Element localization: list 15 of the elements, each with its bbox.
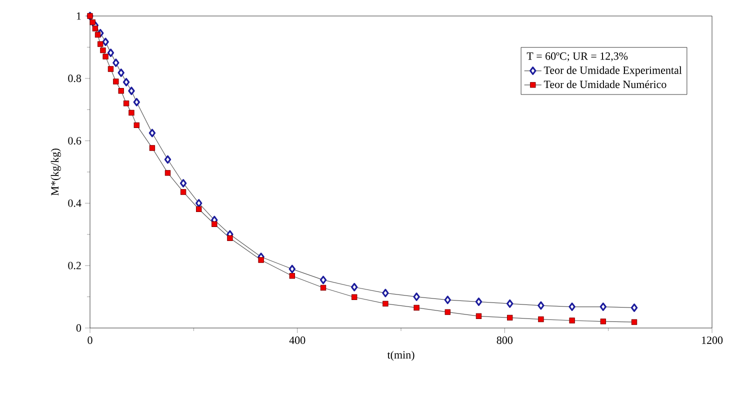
x-tick-label: 0 — [88, 336, 92, 344]
y-tick-label: 0.8 — [68, 74, 82, 82]
y-tick-label: 0.4 — [68, 199, 82, 207]
y-tick-label: 0 — [76, 324, 82, 332]
y-axis-title: M*(kg/kg) — [50, 148, 61, 196]
x-tick-label: 1200 — [702, 336, 723, 344]
y-tick-label: 1 — [76, 12, 81, 20]
y-tick-label: 0.6 — [68, 137, 82, 145]
legend-title: T = 60ºC; UR = 12,3% — [526, 52, 628, 62]
legend-label: Teor de Umidade Numérico — [544, 80, 666, 88]
y-tick-label: 0.2 — [68, 262, 81, 270]
x-tick-label: 800 — [496, 336, 513, 344]
legend-label: Teor de Umidade Experimental — [544, 66, 682, 76]
x-axis-title: t(min) — [387, 350, 414, 361]
x-tick-label: 400 — [289, 336, 306, 344]
